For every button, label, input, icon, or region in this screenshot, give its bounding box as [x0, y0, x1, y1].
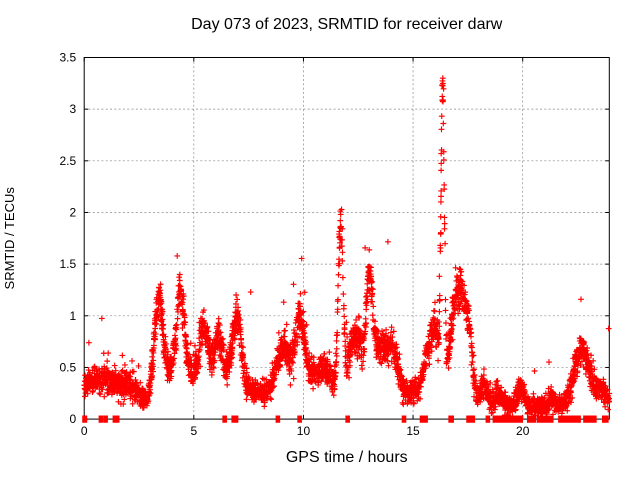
svg-text:2.5: 2.5 [60, 154, 77, 168]
svg-text:3.5: 3.5 [60, 51, 77, 65]
svg-text:GPS time / hours: GPS time / hours [286, 449, 408, 466]
svg-text:0: 0 [70, 412, 77, 426]
svg-text:15: 15 [406, 424, 420, 438]
svg-text:0: 0 [81, 424, 88, 438]
svg-text:1.5: 1.5 [60, 257, 77, 271]
svg-text:20: 20 [516, 424, 530, 438]
svg-text:SRMTID / TECUs: SRMTID / TECUs [2, 187, 17, 290]
svg-text:5: 5 [190, 424, 197, 438]
svg-text:1: 1 [70, 309, 77, 323]
svg-text:2: 2 [70, 205, 77, 219]
svg-text:Day 073 of 2023, SRMTID for re: Day 073 of 2023, SRMTID for receiver dar… [191, 16, 503, 33]
svg-text:0.5: 0.5 [60, 360, 77, 374]
svg-text:3: 3 [70, 102, 77, 116]
svg-text:10: 10 [297, 424, 311, 438]
